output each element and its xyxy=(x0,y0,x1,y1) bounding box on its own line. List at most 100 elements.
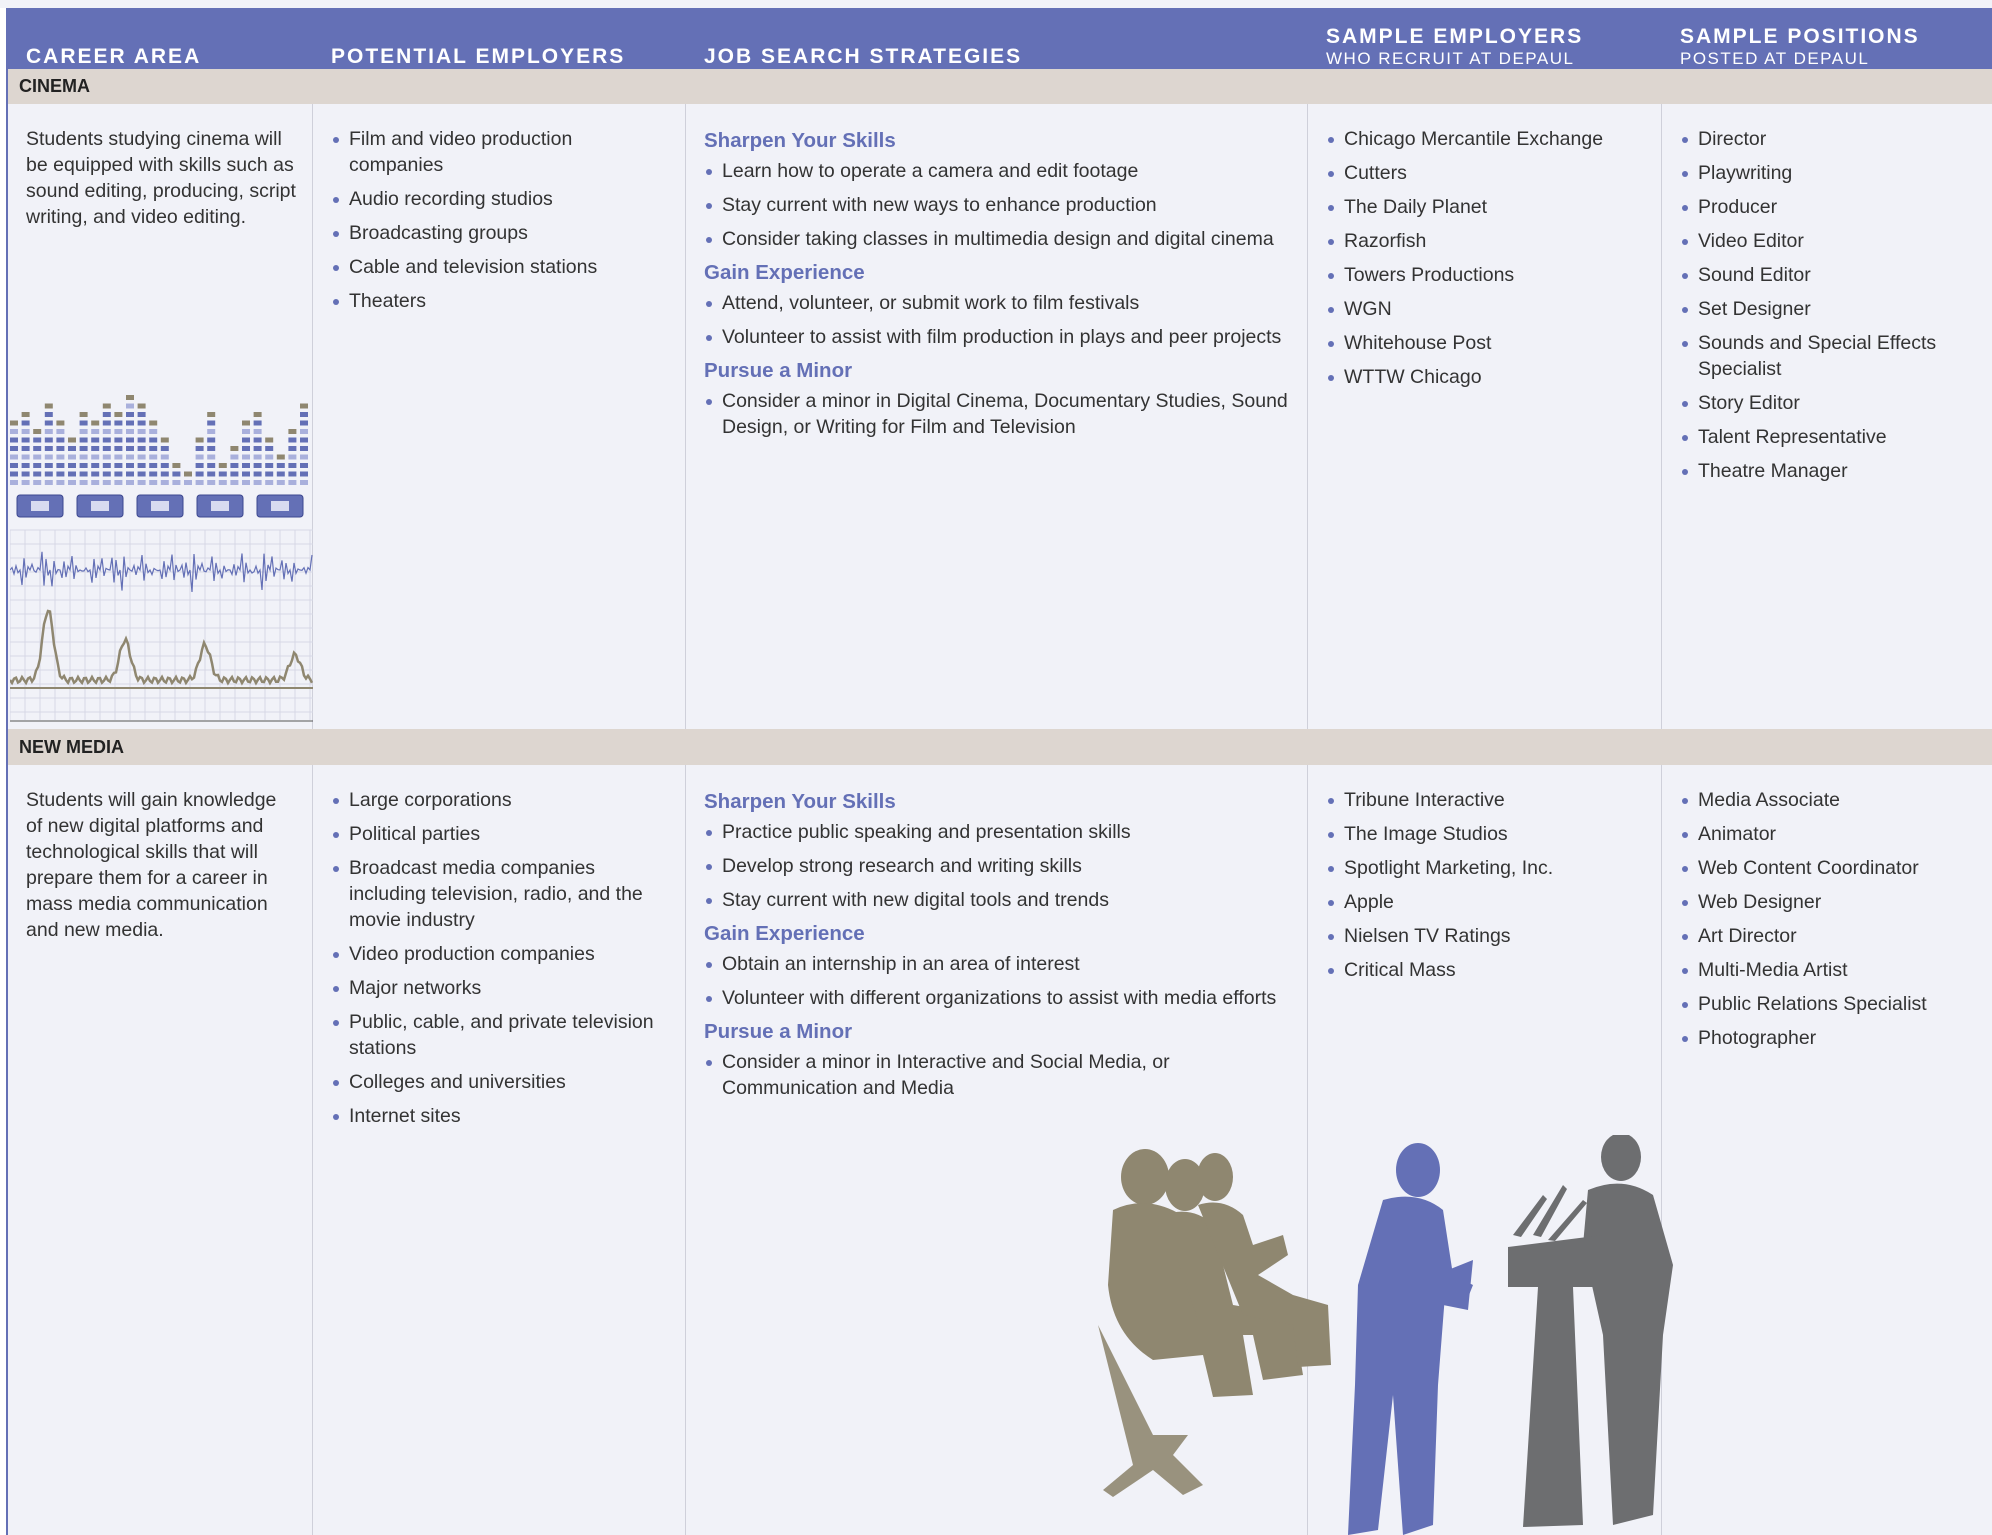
decor xyxy=(151,501,169,511)
decor xyxy=(10,480,18,485)
decor xyxy=(56,471,65,477)
column-cell: Tribune Interactive The Image Studios Spot… xyxy=(1308,765,1662,1535)
decor xyxy=(276,463,285,468)
strategy-heading: Gain Experience xyxy=(704,261,865,284)
decor xyxy=(21,454,30,460)
sample-employer: Whitehouse Post xyxy=(1326,330,1645,356)
header-subtitle: WHO RECRUIT AT DEPAUL xyxy=(1326,49,1575,68)
decor xyxy=(207,412,216,417)
decor xyxy=(31,501,49,511)
decor xyxy=(21,429,30,434)
decor xyxy=(149,437,158,443)
strategy: Practice public speaking and presentatio… xyxy=(704,819,1291,845)
decor xyxy=(114,420,123,426)
decor xyxy=(91,480,100,485)
decor xyxy=(300,471,308,477)
sample-employer: Tribune Interactive xyxy=(1326,787,1645,813)
decor xyxy=(114,437,123,443)
sample-position: Producer xyxy=(1680,194,1976,220)
decor xyxy=(126,446,134,451)
people-silhouettes xyxy=(1098,1135,1673,1535)
sample-position: Sound Editor xyxy=(1680,262,1976,288)
decor xyxy=(102,454,111,460)
decor xyxy=(288,446,297,451)
decor xyxy=(44,454,53,460)
decor xyxy=(149,454,158,460)
sample-position: Art Director xyxy=(1680,923,1976,949)
decor xyxy=(184,471,192,477)
decor xyxy=(276,480,285,485)
sample-position: Playwriting xyxy=(1680,160,1976,186)
section-row: Students will gain knowledge of new digi… xyxy=(8,765,1992,1535)
decor xyxy=(253,420,262,426)
decor xyxy=(149,463,158,468)
standing-man xyxy=(1348,1143,1473,1535)
section-band: CINEMA xyxy=(8,69,1992,104)
decor xyxy=(195,471,204,477)
decor xyxy=(21,471,30,477)
decor xyxy=(126,437,134,443)
decor xyxy=(91,446,100,451)
decor xyxy=(149,480,158,485)
decor xyxy=(56,454,65,460)
decor xyxy=(288,471,297,477)
decor xyxy=(242,471,250,477)
decor xyxy=(300,480,308,485)
decor xyxy=(195,437,204,443)
decor xyxy=(21,463,30,468)
decor xyxy=(172,463,181,468)
decor xyxy=(126,463,134,468)
decor xyxy=(10,463,18,468)
employer: Public, cable, and private television st… xyxy=(331,1009,669,1061)
decor xyxy=(207,437,216,443)
decor xyxy=(114,471,123,477)
employer: Large corporations xyxy=(331,787,669,813)
section-band: NEW MEDIA xyxy=(8,729,1992,765)
decor xyxy=(68,463,76,468)
sample-position: Web Content Coordinator xyxy=(1680,855,1976,881)
decor xyxy=(253,446,262,451)
employer: Broadcasting groups xyxy=(331,220,669,246)
decor xyxy=(102,437,111,443)
sample-position: Sounds and Special Effects Specialist xyxy=(1680,330,1976,382)
sample-position: Set Designer xyxy=(1680,296,1976,322)
decor xyxy=(253,454,262,460)
strategy: Consider taking classes in multimedia de… xyxy=(704,226,1291,252)
decor xyxy=(91,471,100,477)
decor xyxy=(288,437,297,443)
decor xyxy=(10,471,18,477)
decor xyxy=(218,471,227,477)
decor xyxy=(44,463,53,468)
header-cell: CAREER AREA xyxy=(8,8,313,69)
decor xyxy=(137,446,146,451)
decor xyxy=(184,480,192,485)
sample-position: Multi-Media Artist xyxy=(1680,957,1976,983)
decor xyxy=(102,463,111,468)
decor xyxy=(21,480,30,485)
header-title: SAMPLE POSITIONS xyxy=(1680,25,1920,48)
decor xyxy=(149,429,158,434)
decor xyxy=(160,471,169,477)
decor xyxy=(56,446,65,451)
decor xyxy=(33,480,42,485)
strategy: Stay current with new ways to enhance pr… xyxy=(704,192,1291,218)
decor xyxy=(79,429,88,434)
decor xyxy=(160,437,169,443)
decor xyxy=(137,420,146,426)
decor xyxy=(10,446,18,451)
decor xyxy=(44,412,53,417)
decor xyxy=(126,429,134,434)
decor xyxy=(276,454,285,460)
employer: Cable and television stations xyxy=(331,254,669,280)
decor xyxy=(230,446,239,451)
decor xyxy=(230,480,239,485)
decor xyxy=(195,454,204,460)
strategy: Attend, volunteer, or submit work to fil… xyxy=(704,290,1291,316)
description: Students will gain knowledge of new digi… xyxy=(26,789,277,941)
decor xyxy=(44,471,53,477)
decor xyxy=(10,429,18,434)
decor xyxy=(114,454,123,460)
decor xyxy=(126,454,134,460)
sample-employer: The Image Studios xyxy=(1326,821,1645,847)
decor xyxy=(114,463,123,468)
